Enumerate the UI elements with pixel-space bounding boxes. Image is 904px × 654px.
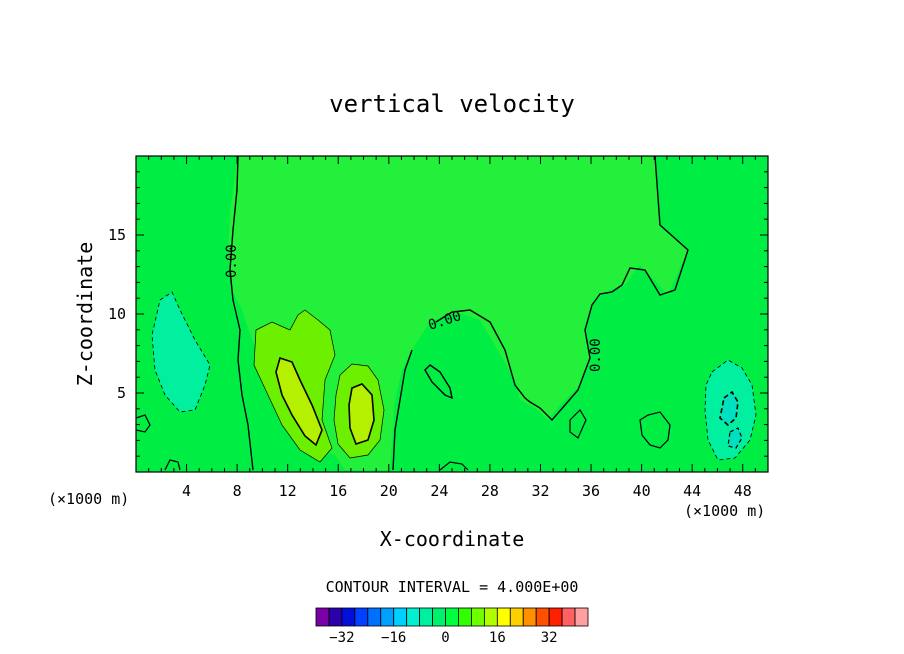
x-axis-label: X-coordinate bbox=[380, 527, 525, 551]
x-unit-right: (×1000 m) bbox=[684, 502, 765, 520]
colorbar-swatch bbox=[328, 607, 343, 627]
colorbar-swatch bbox=[548, 607, 563, 627]
colorbar-swatch bbox=[574, 607, 589, 627]
x-tick-label: 20 bbox=[380, 482, 398, 500]
x-tick-label: 40 bbox=[633, 482, 651, 500]
y-axis-label: Z-coordinate bbox=[73, 242, 97, 387]
x-tick-label: 48 bbox=[734, 482, 752, 500]
downdraft-right-inner bbox=[719, 390, 739, 427]
colorbar-swatch bbox=[561, 607, 576, 627]
colorbar-swatch bbox=[458, 607, 472, 627]
colorbar-swatch bbox=[535, 607, 550, 627]
colorbar-swatch bbox=[406, 607, 421, 627]
colorbar-tick-label: 32 bbox=[541, 630, 558, 646]
downdraft-left bbox=[151, 291, 211, 413]
colorbar-swatch bbox=[483, 607, 498, 627]
zero-contour-line-5 bbox=[639, 411, 671, 449]
x-tick-label: 44 bbox=[683, 482, 701, 500]
x-tick-label: 24 bbox=[430, 482, 448, 500]
colorbar-tick-label: 16 bbox=[489, 630, 506, 646]
x-tick-label: 32 bbox=[531, 482, 549, 500]
y-tick-label: 5 bbox=[117, 384, 126, 402]
x-tick-label: 12 bbox=[279, 482, 297, 500]
x-tick-label: 16 bbox=[329, 482, 347, 500]
colorbar-swatch bbox=[393, 607, 408, 627]
colorbar-swatch bbox=[367, 607, 382, 627]
colorbar-tick-label: 0 bbox=[441, 630, 449, 646]
zero-contour-line-9 bbox=[569, 409, 587, 439]
zero-contour-line-2 bbox=[435, 155, 689, 422]
y-tick-label: 10 bbox=[108, 305, 126, 323]
zero-contour-line-1 bbox=[229, 155, 254, 471]
contour-label-1: 0.00 bbox=[224, 244, 240, 278]
contour-interval-text: CONTOUR INTERVAL = 4.000E+00 bbox=[326, 578, 579, 596]
colorbar-swatch bbox=[522, 607, 537, 627]
colorbar-swatch bbox=[341, 607, 356, 627]
x-tick-label: 8 bbox=[233, 482, 242, 500]
y-axis: 5 10 15 bbox=[108, 171, 768, 457]
plot-area: 0.00 0.00 0.00 bbox=[135, 155, 769, 473]
updraft-inner-2 bbox=[348, 383, 375, 446]
chart-title: vertical velocity bbox=[329, 90, 575, 118]
colorbar-swatch bbox=[354, 607, 369, 627]
x-axis: 4 8 12 16 20 24 28 32 36 40 44 48 bbox=[148, 156, 756, 500]
y-tick-label: 15 bbox=[108, 226, 126, 244]
x-tick-label: 36 bbox=[582, 482, 600, 500]
colorbar-swatch bbox=[445, 607, 459, 627]
colorbar-tick-label: −32 bbox=[329, 630, 354, 646]
x-unit-left: (×1000 m) bbox=[48, 490, 129, 508]
updraft-inner-1 bbox=[275, 356, 323, 447]
zero-contour-line-4 bbox=[392, 349, 413, 471]
colorbar-swatch bbox=[419, 607, 433, 627]
colorbar-swatch bbox=[315, 607, 330, 627]
x-tick-label: 4 bbox=[182, 482, 191, 500]
colorbar-swatch bbox=[471, 607, 485, 627]
zero-contour-line-8 bbox=[164, 459, 181, 471]
colorbar-swatch bbox=[380, 607, 395, 627]
downdraft-right-inner-2 bbox=[727, 427, 743, 449]
colorbar-swatch bbox=[432, 607, 446, 627]
zero-contour-line-3 bbox=[424, 364, 453, 400]
contour-label-3: 0.00 bbox=[588, 338, 604, 372]
colorbar-swatch bbox=[509, 607, 524, 627]
colorbar: −32 −16 0 16 32 bbox=[315, 607, 589, 646]
zero-contour-line-6 bbox=[135, 414, 151, 433]
zero-contour-line-7 bbox=[439, 461, 469, 471]
colorbar-swatch bbox=[496, 607, 511, 627]
x-tick-label: 28 bbox=[481, 482, 499, 500]
colorbar-tick-label: −16 bbox=[381, 630, 406, 646]
